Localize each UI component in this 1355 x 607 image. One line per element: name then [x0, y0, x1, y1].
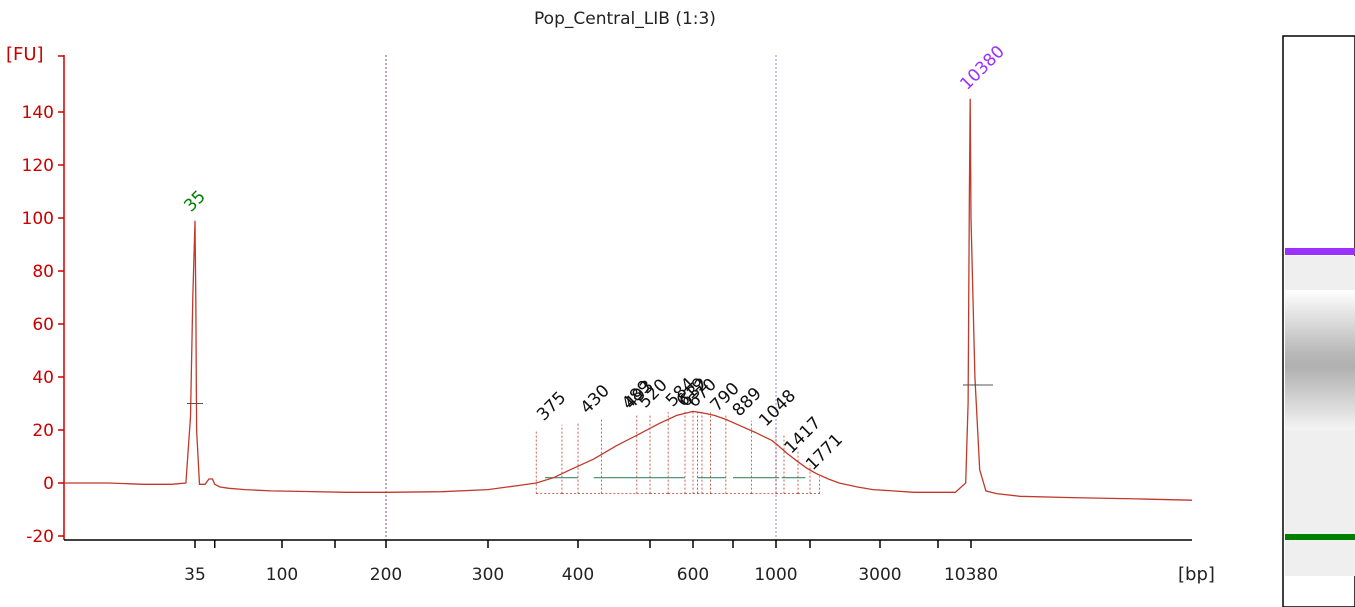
- reference-lines: [385, 55, 777, 540]
- peak-labels: 35 10380: [180, 42, 1008, 216]
- y-axis-label: [FU]: [6, 44, 44, 65]
- y-tick-label: 60: [32, 315, 54, 335]
- y-tick-label: 80: [32, 262, 54, 282]
- series-line: [64, 98, 1193, 501]
- peak-label: 10380: [956, 42, 1008, 94]
- smear-label: 430: [577, 381, 614, 418]
- x-tick-label: 400: [562, 565, 594, 585]
- x-tick-label: 1000: [754, 565, 797, 585]
- smear-label: 375: [533, 388, 570, 425]
- x-tick-label: 600: [677, 565, 709, 585]
- x-tick-label: 200: [370, 565, 402, 585]
- x-tick-label: 300: [472, 565, 504, 585]
- y-tick-label: 120: [22, 156, 54, 176]
- peak-label: 35: [180, 187, 209, 216]
- smear-labels: 375 430 4894935205846196326707908891048141…: [533, 374, 847, 475]
- x-tick-label: 10380: [944, 565, 998, 585]
- x-tick-label: 100: [266, 565, 298, 585]
- chart-title-group: Pop_Central_LIB (1:3): [534, 9, 716, 29]
- gel-lower-marker-band: [1285, 534, 1355, 540]
- smear-label: 1048: [755, 386, 800, 431]
- gel-upper-marker-band: [1285, 248, 1355, 255]
- y-tick-label: 100: [22, 209, 54, 229]
- x-axis: 35 100 200 300 400 600 1000 3000 10380: [64, 539, 1192, 585]
- y-axis: -20 0 20 40 60 80 100 120 140: [22, 55, 65, 547]
- x-tick-label: 3000: [858, 565, 901, 585]
- gel-smear-band: [1285, 290, 1355, 430]
- x-axis-label: [bp]: [1178, 564, 1215, 585]
- y-tick-label: 40: [32, 368, 54, 388]
- chart-title: Pop_Central_LIB (1:3): [534, 9, 716, 29]
- x-tick-label: 35: [184, 565, 206, 585]
- smear-region: [535, 411, 821, 495]
- gel-lane: [1282, 35, 1355, 607]
- y-tick-label: 140: [22, 103, 54, 123]
- series-layer: [64, 98, 1193, 501]
- y-tick-label: 20: [32, 421, 54, 441]
- y-tick-label: 0: [43, 474, 54, 494]
- y-tick-label: -20: [26, 527, 54, 547]
